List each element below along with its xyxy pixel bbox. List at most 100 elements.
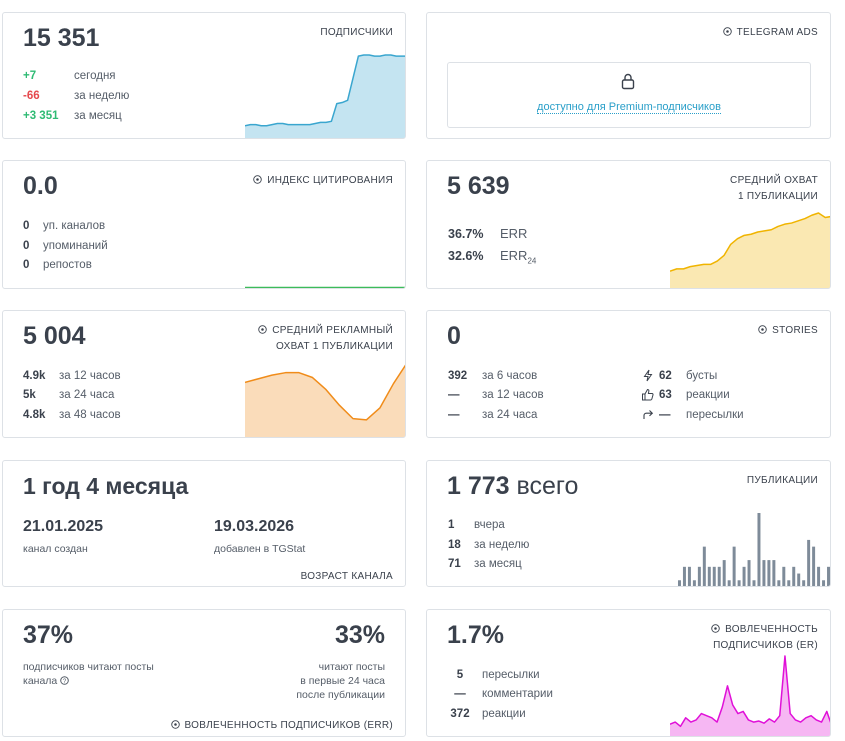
value: 15 351 — [23, 24, 100, 52]
sparkline — [670, 212, 830, 288]
bar — [727, 580, 731, 586]
line — [245, 364, 405, 421]
stat-value: 5k — [23, 389, 36, 401]
note-line: после публикации — [296, 689, 385, 701]
err-card: 37% 33% подписчиков читают посты канала ?… — [2, 609, 406, 737]
title-line: ПОДПИСЧИКОВ (ER) — [713, 640, 818, 651]
title-line: СРЕДНИЙ РЕКЛАМНЫЙ — [272, 325, 393, 336]
stat-value: -66 — [23, 90, 40, 102]
label-sub: 24 — [527, 256, 537, 266]
note-line: подписчиков читают посты — [23, 661, 154, 673]
bar — [757, 513, 761, 586]
reaction-icon — [642, 388, 654, 401]
stat-label: за 12 часов — [482, 389, 544, 401]
forward-icon — [643, 410, 654, 419]
stat-label: за 24 часа — [482, 409, 538, 421]
value: 1 год 4 месяца — [23, 473, 189, 499]
note-line: читают посты — [318, 661, 385, 673]
bar-sparkline — [677, 513, 830, 586]
stat-value: 18 — [448, 539, 461, 551]
date-value: 19.03.2026 — [214, 518, 295, 535]
premium-link[interactable]: доступно для Premium-подписчиков — [537, 101, 721, 114]
stat-label: за месяц — [474, 558, 522, 570]
stat-label: за 12 часов — [59, 370, 121, 382]
stat-label: пересылки — [482, 669, 540, 681]
unit: всего — [516, 472, 579, 500]
stat-value: +7 — [23, 70, 37, 82]
title-line: ОХВАТ 1 ПУБЛИКАЦИИ — [276, 341, 393, 352]
bar — [797, 573, 801, 586]
value: 1.7% — [447, 621, 504, 649]
bar — [692, 580, 696, 586]
citation-card: 0.0 ИНДЕКС ЦИТИРОВАНИЯ 0 уп. каналов 0 у… — [2, 160, 406, 289]
value-wrap: 1 773 всего — [447, 473, 578, 499]
card-footer: ВОЗРАСТ КАНАЛА — [300, 571, 393, 582]
locked-box: доступно для Premium-подписчиков — [447, 62, 811, 128]
stat-label: вчера — [474, 519, 505, 531]
stat-value: 0 — [23, 240, 30, 252]
svg-text:?: ? — [63, 679, 67, 685]
stat-value: +3 351 — [23, 110, 59, 122]
date-label: канал создан — [23, 543, 88, 555]
premium-link-wrap: доступно для Premium-подписчиков — [448, 101, 810, 114]
title-text: ИНДЕКС ЦИТИРОВАНИЯ — [267, 175, 393, 186]
date-label: добавлен в TGStat — [214, 543, 306, 555]
title-line: ВОВЛЕЧЕННОСТЬ — [725, 624, 818, 635]
card-footer: ВОВЛЕЧЕННОСТЬ ПОДПИСЧИКОВ (ERR) — [171, 718, 393, 734]
posts-card: 1 773 всего ПУБЛИКАЦИИ 1 вчера 18 за нед… — [426, 460, 831, 587]
bar — [722, 560, 726, 586]
value: 1 773 — [447, 472, 510, 500]
card-title: ПУБЛИКАЦИИ — [746, 475, 818, 486]
stat-value: 1 — [448, 519, 455, 531]
stat-label: за месяц — [74, 110, 122, 122]
bar — [827, 566, 830, 586]
stat-value: 0 — [23, 259, 30, 271]
title-text: TELEGRAM ADS — [736, 27, 818, 38]
bar — [752, 580, 756, 586]
bar — [812, 546, 816, 586]
line — [245, 54, 405, 127]
bar — [777, 580, 781, 586]
value: 33% — [334, 621, 385, 649]
stat-value: 63 — [659, 389, 672, 401]
stat-value: 4.9k — [23, 370, 46, 382]
card-title: ВОВЛЕЧЕННОСТЬ ПОДПИСЧИКОВ (ER) — [711, 622, 818, 654]
date-value: 21.01.2025 — [23, 518, 104, 535]
stat-value: — — [448, 409, 460, 421]
title-line: 1 ПУБЛИКАЦИИ — [737, 191, 818, 202]
stat-label: за 24 часа — [59, 389, 115, 401]
card-title: СРЕДНИЙ ОХВАТ 1 ПУБЛИКАЦИИ — [730, 173, 818, 205]
value: 37% — [23, 621, 74, 649]
stat-label: реакции — [686, 389, 730, 401]
sparkline — [245, 364, 405, 437]
title-line: СРЕДНИЙ ОХВАТ — [730, 175, 818, 186]
stat-value: 62 — [659, 370, 672, 382]
area — [670, 656, 830, 736]
stat-label: пересылки — [686, 409, 744, 421]
bar — [762, 560, 766, 586]
sparkline — [245, 54, 405, 138]
ads-card: TELEGRAM ADS доступно для Premium-подпис… — [426, 12, 831, 139]
bar — [802, 580, 806, 586]
bar — [702, 546, 706, 586]
stat-label: репостов — [43, 259, 92, 271]
card-title: ИНДЕКС ЦИТИРОВАНИЯ — [253, 173, 393, 189]
bar — [697, 566, 701, 586]
ad-reach-card: 5 004 СРЕДНИЙ РЕКЛАМНЫЙ ОХВАТ 1 ПУБЛИКАЦИ… — [2, 310, 406, 438]
stat-value: 372 — [450, 708, 470, 720]
subscribers-card: 15 351 ПОДПИСЧИКИ +7 сегодня -66 за неде… — [2, 12, 406, 139]
stat-label: реакции — [482, 708, 526, 720]
sparkline — [245, 286, 405, 288]
bar — [742, 566, 746, 586]
bar — [817, 566, 821, 586]
value-note: читают посты в первые 24 часа после публик… — [296, 660, 385, 702]
line — [670, 212, 830, 272]
stat-value: 36.7% — [448, 227, 484, 241]
age-card: 1 год 4 месяца 21.01.2025 канал создан 1… — [2, 460, 406, 587]
stat-value: 4.8k — [23, 409, 46, 421]
bar — [772, 560, 776, 586]
line — [670, 655, 830, 728]
label-text: ERR — [500, 248, 528, 263]
value: 5 639 — [447, 172, 510, 200]
stat-label: за 6 часов — [482, 370, 538, 382]
